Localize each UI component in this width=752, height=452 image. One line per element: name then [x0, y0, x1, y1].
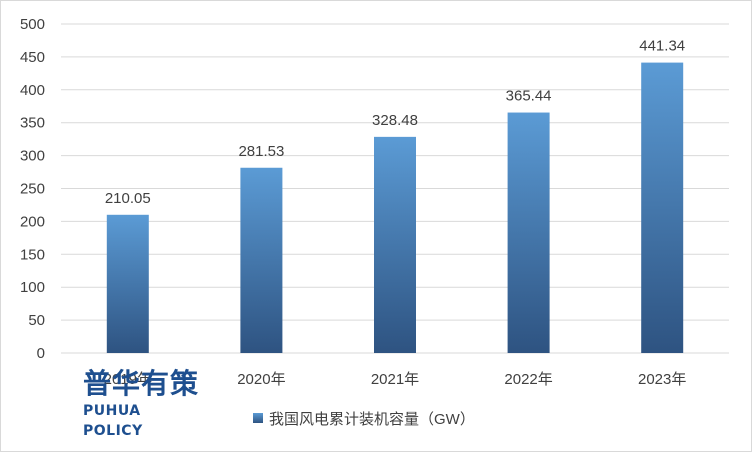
y-tick-label: 500 — [20, 16, 45, 33]
bar — [106, 214, 149, 353]
bar — [507, 112, 550, 353]
data-label: 441.34 — [639, 38, 685, 55]
y-tick-label: 350 — [20, 115, 45, 132]
y-tick-label: 400 — [20, 82, 45, 99]
y-tick-label: 250 — [20, 181, 45, 198]
data-label: 365.44 — [506, 88, 552, 105]
y-tick-label: 450 — [20, 49, 45, 66]
bar — [240, 167, 283, 353]
y-tick-label: 100 — [20, 279, 45, 296]
x-tick-label: 2020年 — [237, 371, 285, 388]
legend: 我国风电累计装机容量（GW） — [253, 411, 475, 428]
data-label: 328.48 — [372, 112, 418, 129]
bar — [374, 136, 416, 353]
x-tick-label: 2023年 — [638, 371, 686, 388]
bars — [106, 62, 684, 354]
x-tick-label: 2021年 — [371, 371, 419, 388]
y-tick-label: 150 — [20, 246, 45, 263]
x-tick-label: 2019年 — [104, 371, 152, 388]
y-tick-label: 300 — [20, 148, 45, 165]
x-axis-categories: 2019年 2020年 2021年 2022年 2023年 — [104, 371, 687, 388]
y-tick-label: 50 — [28, 312, 45, 329]
data-label: 210.05 — [105, 190, 151, 207]
legend-label: 我国风电累计装机容量（GW） — [269, 411, 475, 428]
y-tick-label: 200 — [20, 213, 45, 230]
legend-swatch — [253, 413, 263, 423]
data-label: 281.53 — [238, 143, 284, 160]
y-tick-label: 0 — [37, 345, 45, 362]
bar — [641, 62, 684, 354]
data-labels: 210.05 281.53 328.48 365.44 441.34 — [105, 38, 685, 207]
y-axis-ticks: 0 50 100 150 200 250 300 350 400 450 500 — [20, 16, 45, 362]
x-tick-label: 2022年 — [504, 371, 552, 388]
